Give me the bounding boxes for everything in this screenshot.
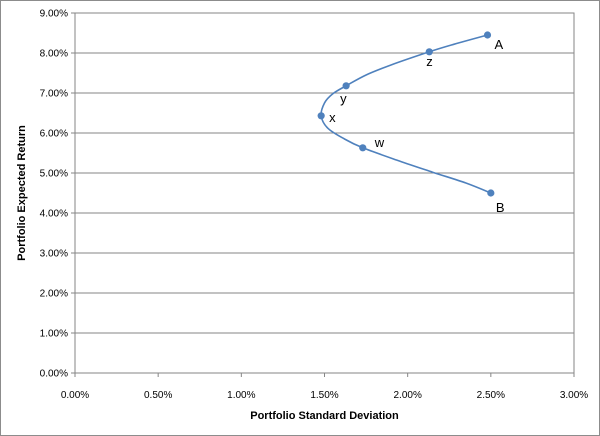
x-tick-label: 3.00% — [560, 390, 588, 401]
point-marker-y — [342, 82, 350, 90]
y-tick-label: 4.00% — [40, 209, 68, 220]
frontier-curve — [320, 34, 492, 194]
plot-area — [74, 12, 575, 374]
y-tick-label: 2.00% — [40, 289, 68, 300]
y-tick-label: 0.00% — [40, 369, 68, 380]
y-tick-label: 6.00% — [40, 129, 68, 140]
data-points: Az yx w B — [317, 31, 505, 215]
point-marker-b — [487, 189, 495, 197]
point-marker-a — [483, 31, 492, 39]
x-tick-label: 0.00% — [61, 390, 89, 401]
y-axis-ticks: 0.00% 1.00% 2.00% 3.00% 4.00% 5.00% 6.00% 7.00%… — [40, 9, 75, 380]
point-label-w: w — [374, 135, 385, 150]
y-tick-label: 3.00% — [40, 249, 68, 260]
point-label-x: x — [329, 110, 336, 125]
point-label-a: A — [495, 37, 504, 52]
x-tick-label: 2.50% — [477, 390, 505, 401]
x-axis-title: Portfolio Standard Deviation — [250, 410, 399, 422]
point-label-b: B — [496, 200, 505, 215]
y-tick-label: 5.00% — [40, 169, 68, 180]
y-tick-label: 8.00% — [40, 49, 68, 60]
x-tick-label: 0.50% — [144, 390, 172, 401]
point-label-z: z — [426, 54, 433, 69]
y-axis-title: Portfolio Expected Return — [16, 125, 28, 261]
point-marker-z — [425, 48, 433, 56]
x-tick-label: 1.50% — [310, 390, 338, 401]
x-tick-label: 1.00% — [227, 390, 255, 401]
point-marker-w — [359, 144, 367, 152]
point-marker-x — [317, 112, 325, 120]
point-label-y: y — [340, 91, 347, 106]
gridlines — [75, 52, 574, 334]
y-tick-label: 1.00% — [40, 329, 68, 340]
x-tick-label: 2.00% — [393, 390, 421, 401]
x-axis-ticks: 0.00% 0.50% 1.00% 1.50% 2.00% 2.50% 3.00% — [61, 373, 588, 401]
y-tick-label: 7.00% — [40, 89, 68, 100]
y-tick-label: 9.00% — [40, 9, 68, 20]
